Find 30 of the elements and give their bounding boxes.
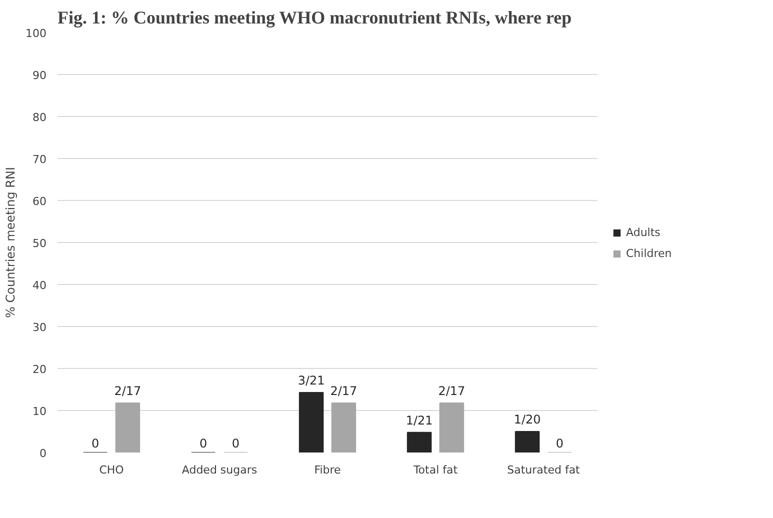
data-label: 1/21 — [406, 413, 433, 428]
data-label: 0 — [199, 436, 208, 450]
y-tick-label: 60 — [32, 195, 47, 208]
data-label: 0 — [232, 436, 240, 450]
y-axis-title: % Countries meeting RNI — [4, 167, 18, 318]
y-tick-label: 10 — [32, 405, 47, 418]
data-label: 1/20 — [514, 412, 541, 426]
x-tick-label: Total fat — [412, 464, 458, 476]
y-tick-label: 0 — [40, 447, 46, 460]
x-tick-label: Fibre — [314, 464, 342, 476]
data-label: 2/17 — [114, 384, 142, 398]
chart-title: Fig. 1: % Countries meeting WHO macronutrient RNIs, where rep — [58, 8, 572, 28]
data-label: 2/17 — [438, 384, 466, 398]
x-tick-label: CHO — [99, 464, 124, 476]
y-tick-label: 40 — [32, 279, 47, 292]
y-tick-label: 80 — [32, 111, 47, 124]
legend-label: Children — [626, 246, 672, 260]
data-label: 0 — [556, 436, 564, 450]
y-tick-label: 30 — [32, 321, 47, 334]
x-tick-label: Added sugars — [182, 464, 258, 476]
y-tick-label: 50 — [32, 237, 47, 250]
y-tick-label: 20 — [32, 363, 47, 376]
y-tick-label: 90 — [32, 69, 47, 82]
y-tick-label: 100 — [26, 27, 47, 40]
data-label: 0 — [91, 436, 100, 450]
data-label: 3/21 — [298, 373, 325, 388]
legend-label: Adults — [626, 226, 660, 238]
x-tick-label: Saturated fat — [507, 464, 581, 476]
y-tick-label: 70 — [32, 153, 47, 166]
data-label: 2/17 — [330, 384, 358, 398]
